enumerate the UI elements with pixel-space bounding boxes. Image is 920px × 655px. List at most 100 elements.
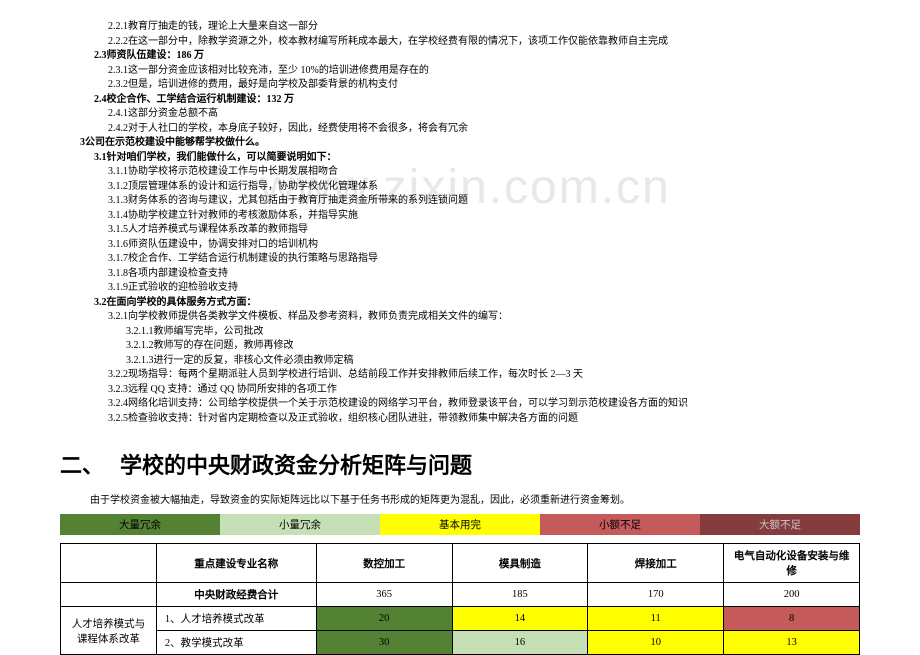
legend-cell: 大量冗余 <box>60 514 220 535</box>
outline-text: 校企合作、工学结合运行机制建设的执行策略与思路指导 <box>128 253 378 264</box>
matrix-subheader: 中央财政经费合计 <box>156 583 316 607</box>
outline-number: 3.1.6 <box>108 238 128 253</box>
outline-number: 2.2.1 <box>108 20 128 35</box>
outline-item: 3.2.1.2 教师写的存在问题，教师再修改 <box>126 339 860 354</box>
outline-text: 向学校教师提供各类教学文件模板、样品及参考资料，教师负责完成相关文件的编写： <box>128 311 508 322</box>
outline-text: 网络化培训支持：公司给学校提供一个关于示范校建设的网络学习平台，教师登录该平台，… <box>128 398 688 409</box>
matrix-blank <box>61 583 157 607</box>
legend-cell: 小额不足 <box>540 514 700 535</box>
outline-number: 3.2.1.3 <box>126 354 154 369</box>
outline-text: 校企合作、工学结合运行机制建设：132 万 <box>107 94 295 105</box>
outline-number: 3.2.2 <box>108 368 128 383</box>
outline-number: 2.3.1 <box>108 64 128 79</box>
outline-number: 3.1.8 <box>108 267 128 282</box>
outline-item: 2.3 师资队伍建设：186 万 <box>94 49 860 64</box>
matrix-corner <box>61 544 157 583</box>
legend-cell: 基本用完 <box>380 514 540 535</box>
outline-number: 3.1.1 <box>108 165 128 180</box>
outline-number: 3.2.5 <box>108 412 128 427</box>
outline-number: 2.3.2 <box>108 78 128 93</box>
outline-item: 3.1 针对咱们学校，我们能做什么，可以简要说明如下： <box>94 151 860 166</box>
matrix-header: 焊接加工 <box>588 544 724 583</box>
outline-text: 正式验收的迎检验收支持 <box>128 282 238 293</box>
outline-number: 3.1.2 <box>108 180 128 195</box>
matrix-value: 11 <box>588 607 724 631</box>
outline-item: 3.1.4 协助学校建立针对教师的考核激励体系，并指导实施 <box>108 209 860 224</box>
outline-item: 3.2.1.1 教师编写完毕，公司批改 <box>126 325 860 340</box>
outline-item: 2.3.2 但是，培训进修的费用，最好是向学校及部委背景的机构支付 <box>108 78 860 93</box>
outline-number: 3.2.3 <box>108 383 128 398</box>
legend-cell: 大额不足 <box>700 514 860 535</box>
outline-number: 3.2.1 <box>108 310 128 325</box>
outline-item: 2.4.2 对于人社口的学校，本身底子较好，因此，经费使用将不会很多，将会有冗余 <box>108 122 860 137</box>
outline-text: 协助学校将示范校建设工作与中长期发展相吻合 <box>128 166 338 177</box>
outline-item: 3.2.1.3 进行一定的反复，非核心文件必须由教师定稿 <box>126 354 860 369</box>
outline-item: 3 公司在示范校建设中能够帮学校做什么。 <box>80 136 860 151</box>
outline-text: 教师编写完毕，公司批改 <box>154 326 264 337</box>
outline-number: 2.4.1 <box>108 107 128 122</box>
matrix-value: 20 <box>316 607 452 631</box>
outline-number: 3.1.5 <box>108 223 128 238</box>
outline-number: 3.2.1.2 <box>126 339 154 354</box>
outline-item: 2.4.1 这部分资金总额不高 <box>108 107 860 122</box>
outline-item: 3.1.3 财务体系的咨询与建议，尤其包括由于教育厅抽走资金所带来的系列连锁问题 <box>108 194 860 209</box>
outline-text: 这部分资金总额不高 <box>128 108 218 119</box>
outline-text: 人才培养模式与课程体系改革的教师指导 <box>128 224 308 235</box>
matrix-header: 电气自动化设备安装与维修 <box>724 544 860 583</box>
outline-text: 各项内部建设检查支持 <box>128 268 228 279</box>
outline-text: 现场指导：每两个星期派驻人员到学校进行培训、总结前段工作并安排教师后续工作，每次… <box>128 369 583 380</box>
matrix-value: 14 <box>452 607 588 631</box>
outline-number: 3.1.4 <box>108 209 128 224</box>
outline-number: 3.2 <box>94 296 107 311</box>
outline-text: 顶层管理体系的设计和运行指导，协助学校优化管理体系 <box>128 181 378 192</box>
matrix-header: 数控加工 <box>316 544 452 583</box>
outline-list: 2.2.1 教育厅抽走的钱，理论上大量来自这一部分2.2.2 在这一部分中，除教… <box>60 20 860 426</box>
matrix-rowlabel: 1、人才培养模式改革 <box>156 607 316 631</box>
outline-item: 3.1.1 协助学校将示范校建设工作与中长期发展相吻合 <box>108 165 860 180</box>
outline-item: 3.2.5 检查验收支持：针对省内定期检查以及正式验收，组织核心团队进驻，带领教… <box>108 412 860 427</box>
outline-number: 2.4 <box>94 93 107 108</box>
outline-text: 这一部分资金应该相对比较充沛，至少 10%的培训进修费用是存在的 <box>128 65 429 76</box>
outline-number: 3.2.1.1 <box>126 325 154 340</box>
outline-item: 3.1.2 顶层管理体系的设计和运行指导，协助学校优化管理体系 <box>108 180 860 195</box>
outline-number: 2.4.2 <box>108 122 128 137</box>
outline-text: 教师写的存在问题，教师再修改 <box>154 340 294 351</box>
outline-number: 2.3 <box>94 49 107 64</box>
outline-number: 2.2.2 <box>108 35 128 50</box>
outline-number: 3.1.3 <box>108 194 128 209</box>
legend-cell: 小量冗余 <box>220 514 380 535</box>
legend-bar: 大量冗余小量冗余基本用完小额不足大额不足 <box>60 514 860 535</box>
outline-number: 3.2.4 <box>108 397 128 412</box>
section2-title: 二、学校的中央财政资金分析矩阵与问题 <box>60 448 860 480</box>
outline-text: 师资队伍建设：186 万 <box>107 50 205 61</box>
outline-item: 3.1.5 人才培养模式与课程体系改革的教师指导 <box>108 223 860 238</box>
outline-item: 3.1.7 校企合作、工学结合运行机制建设的执行策略与思路指导 <box>108 252 860 267</box>
outline-text: 检查验收支持：针对省内定期检查以及正式验收，组织核心团队进驻，带领教师集中解决各… <box>128 413 578 424</box>
outline-item: 3.2.4 网络化培训支持：公司给学校提供一个关于示范校建设的网络学习平台，教师… <box>108 397 860 412</box>
analysis-matrix: 重点建设专业名称数控加工模具制造焊接加工电气自动化设备安装与维修中央财政经费合计… <box>60 543 860 655</box>
outline-item: 3.1.6 师资队伍建设中，协调安排对口的培训机构 <box>108 238 860 253</box>
matrix-total: 185 <box>452 583 588 607</box>
matrix-value: 8 <box>724 607 860 631</box>
matrix-total: 200 <box>724 583 860 607</box>
outline-number: 3.1 <box>94 151 107 166</box>
outline-text: 协助学校建立针对教师的考核激励体系，并指导实施 <box>128 210 358 221</box>
outline-item: 2.3.1 这一部分资金应该相对比较充沛，至少 10%的培训进修费用是存在的 <box>108 64 860 79</box>
outline-item: 3.2.3 远程 QQ 支持：通过 QQ 协同所安排的各项工作 <box>108 383 860 398</box>
matrix-header: 模具制造 <box>452 544 588 583</box>
matrix-header: 重点建设专业名称 <box>156 544 316 583</box>
outline-number: 3.1.7 <box>108 252 128 267</box>
matrix-total: 170 <box>588 583 724 607</box>
outline-item: 2.2.2 在这一部分中，除教学资源之外，校本教材编写所耗成本最大，在学校经费有… <box>108 35 860 50</box>
outline-text: 在面向学校的具体服务方式方面： <box>107 297 257 308</box>
outline-item: 3.2.1 向学校教师提供各类教学文件模板、样品及参考资料，教师负责完成相关文件… <box>108 310 860 325</box>
outline-item: 2.2.1 教育厅抽走的钱，理论上大量来自这一部分 <box>108 20 860 35</box>
outline-text: 师资队伍建设中，协调安排对口的培训机构 <box>128 239 318 250</box>
matrix-total: 365 <box>316 583 452 607</box>
outline-item: 2.4 校企合作、工学结合运行机制建设：132 万 <box>94 93 860 108</box>
outline-text: 针对咱们学校，我们能做什么，可以简要说明如下： <box>107 152 337 163</box>
outline-item: 3.2 在面向学校的具体服务方式方面： <box>94 296 860 311</box>
outline-item: 3.1.8 各项内部建设检查支持 <box>108 267 860 282</box>
outline-text: 进行一定的反复，非核心文件必须由教师定稿 <box>154 355 354 366</box>
matrix-category: 人才培养模式与课程体系改革 <box>61 607 157 655</box>
